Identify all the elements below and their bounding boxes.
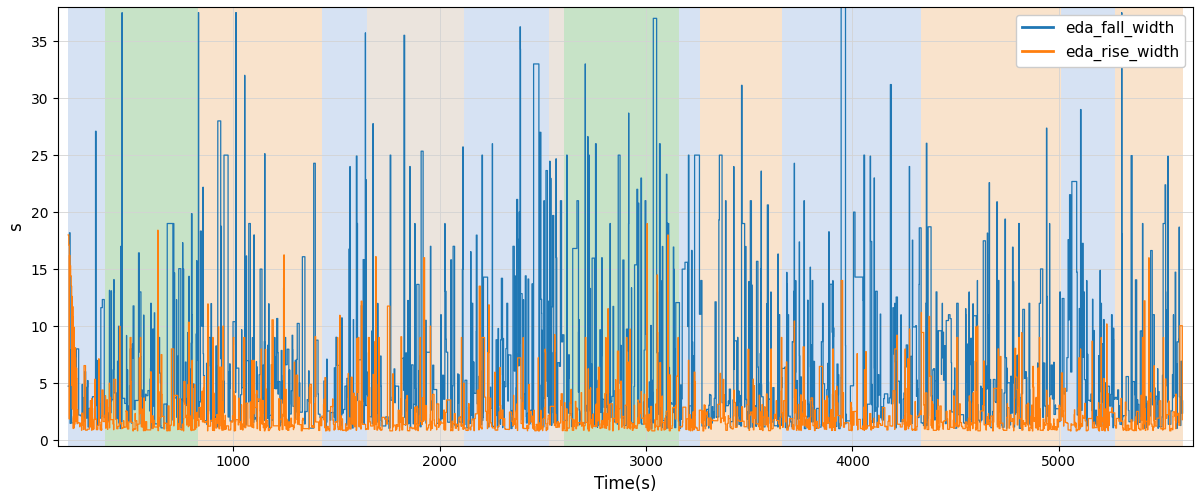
eda_fall_width	[76, 418, 90, 424]
Y-axis label: s: s	[7, 222, 25, 230]
eda_fall_width	[484, 384, 498, 390]
Line: eda_rise_width: eda_rise_width	[68, 224, 1182, 431]
eda_rise_width	[968, 324, 983, 330]
Legend: eda_fall_width, eda_rise_width: eda_fall_width, eda_rise_width	[1016, 14, 1186, 67]
Line: eda_fall_width: eda_fall_width	[68, 7, 1182, 428]
eda_rise_width	[640, 220, 654, 226]
Bar	[564, 7, 679, 446]
eda_rise_width	[901, 424, 916, 430]
Bar	[700, 7, 782, 446]
Bar	[106, 7, 198, 446]
Bar	[464, 7, 550, 446]
X-axis label: Time(s): Time(s)	[594, 475, 656, 493]
eda_fall_width	[61, 383, 76, 389]
Bar	[322, 7, 367, 446]
Bar	[550, 7, 564, 446]
eda_rise_width	[61, 232, 76, 238]
Bar	[782, 7, 920, 446]
Bar	[679, 7, 700, 446]
eda_rise_width	[688, 425, 702, 431]
eda_fall_width	[275, 400, 289, 406]
eda_fall_width	[832, 426, 846, 432]
Bar	[367, 7, 464, 446]
eda_fall_width	[834, 4, 848, 10]
Bar	[198, 7, 322, 446]
Bar	[920, 7, 1061, 446]
Bar	[1115, 7, 1183, 446]
Bar	[367, 7, 464, 446]
eda_rise_width	[1092, 428, 1106, 434]
eda_fall_width	[910, 394, 924, 400]
eda_fall_width	[1175, 398, 1189, 404]
eda_rise_width	[628, 423, 642, 429]
eda_rise_width	[1175, 416, 1189, 422]
eda_fall_width	[239, 253, 253, 259]
Bar	[550, 7, 564, 446]
eda_fall_width	[1158, 382, 1172, 388]
Bar	[68, 7, 106, 446]
Bar	[1061, 7, 1115, 446]
eda_rise_width	[1069, 428, 1084, 434]
eda_rise_width	[1096, 414, 1110, 420]
